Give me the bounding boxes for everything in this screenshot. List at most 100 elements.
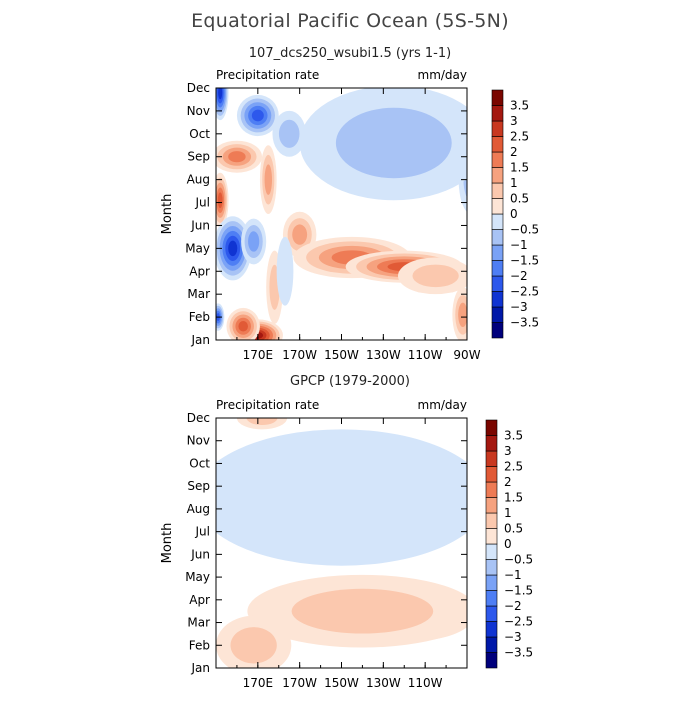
colorbar-label: 1.5 [504, 491, 523, 505]
colorbar-label: 1 [510, 176, 518, 190]
x-tick-label: 110W [408, 676, 443, 690]
y-tick-label: Apr [189, 593, 210, 607]
colorbar-box [485, 419, 498, 436]
y-tick-label: Mar [187, 287, 210, 301]
heatmap-field [216, 88, 467, 340]
y-tick-label: Oct [189, 456, 210, 470]
contour-feature-6-level-1 [216, 429, 467, 566]
colorbar-label: 0.5 [510, 192, 529, 206]
colorbar-label: −3 [510, 300, 528, 314]
x-tick-label: 90W [453, 348, 480, 362]
y-axis-label: Month [160, 523, 175, 564]
colorbar-box [485, 574, 498, 591]
colorbar-label: 0 [510, 207, 518, 221]
y-tick-label: Nov [187, 104, 210, 118]
y-tick-label: Jan [191, 333, 211, 347]
colorbar-box [491, 198, 504, 215]
contour-feature-1-level-5 [238, 321, 248, 332]
heatmap-field [216, 418, 467, 668]
colorbar-label: 3.5 [510, 99, 529, 113]
y-tick-label: Oct [189, 127, 210, 141]
colorbar-label: −0.5 [504, 553, 533, 567]
contour-feature-9-level-3 [458, 302, 467, 328]
colorbar-box [491, 275, 504, 292]
colorbar-box [491, 105, 504, 122]
colorbar-label: 0.5 [504, 522, 523, 536]
colorbar-box [485, 450, 498, 467]
variable-label: Precipitation rate [216, 68, 319, 82]
y-tick-label: Feb [189, 638, 210, 652]
y-tick-label: Aug [187, 502, 210, 516]
variable-label: Precipitation rate [216, 398, 319, 412]
colorbar-box [485, 590, 498, 607]
y-tick-label: Nov [187, 434, 210, 448]
contour-feature-19-level-2 [335, 107, 452, 179]
colorbar-label: 1 [504, 506, 512, 520]
colorbar-box [485, 636, 498, 653]
y-tick-label: May [185, 241, 210, 255]
y-axis-label: Month [160, 194, 175, 235]
contour-feature-3-level-2 [246, 418, 278, 425]
colorbar-box [485, 543, 498, 560]
y-tick-label: Apr [189, 264, 210, 278]
colorbar-label: −3.5 [504, 646, 533, 660]
units-label: mm/day [418, 398, 468, 412]
colorbar-label: −1 [504, 568, 522, 582]
y-tick-label: May [185, 570, 210, 584]
colorbar-label: 2 [510, 145, 518, 159]
y-tick-label: Sep [187, 150, 210, 164]
contour-feature-12-level-3 [248, 231, 260, 252]
x-tick-label: 110W [408, 348, 443, 362]
x-tick-label: 170E [243, 348, 274, 362]
colorbar-label: −0.5 [510, 223, 539, 237]
colorbar-box [491, 244, 504, 261]
colorbar-box [485, 621, 498, 638]
colorbar-label: −3.5 [510, 316, 539, 330]
y-tick-label: Jul [195, 196, 210, 210]
y-tick-label: Jan [191, 661, 211, 675]
colorbar-box [491, 213, 504, 230]
colorbar-label: −3 [504, 630, 522, 644]
contour-feature-2-level-5 [217, 192, 223, 209]
contour-feature-15-level-2 [278, 119, 300, 148]
colorbar-box [491, 291, 504, 308]
colorbar-label: −1 [510, 238, 528, 252]
contour-feature-4-level-3 [264, 164, 273, 195]
contour-feature-17-level-1 [276, 236, 294, 306]
colorbar-box [491, 89, 504, 106]
x-tick-label: 130W [366, 348, 401, 362]
colorbar-box [491, 120, 504, 137]
colorbar-label: −2.5 [504, 615, 533, 629]
contour-feature-11-level-6 [228, 240, 238, 257]
panel2-title: GPCP (1979-2000) [290, 374, 410, 389]
page-title: Equatorial Pacific Ocean (5S-5N) [191, 10, 509, 32]
units-label: mm/day [418, 68, 468, 82]
colorbar-label: −1.5 [510, 254, 539, 268]
colorbar-label: 2.5 [504, 460, 523, 474]
colorbar-box [485, 528, 498, 545]
colorbar-label: −1.5 [504, 584, 533, 598]
colorbar-box [485, 559, 498, 576]
colorbar-box [485, 466, 498, 483]
colorbar-box [491, 151, 504, 168]
contour-feature-14-level-6 [218, 88, 223, 100]
colorbar-box [485, 605, 498, 622]
colorbar-label: 0 [504, 537, 512, 551]
colorbar-box [491, 182, 504, 199]
contour-feature-2-level-2 [230, 627, 277, 664]
contour-feature-3-level-4 [228, 151, 246, 163]
colorbar-box [485, 512, 498, 529]
colorbar: 3.53 2.52 1.51 0.50 −0.5−1 −1.5−2 −2.5−3 −3.5 [491, 89, 539, 339]
y-tick-label: Jul [195, 525, 210, 539]
contour-feature-13-level-5 [251, 109, 264, 122]
contour-feature-5-level-3 [292, 224, 308, 245]
y-tick-label: Mar [187, 616, 210, 630]
colorbar-box [491, 260, 504, 277]
y-tick-label: Dec [187, 81, 210, 95]
x-tick-label: 170W [282, 348, 317, 362]
colorbar-box [491, 322, 504, 339]
panel-2: Precipitation rate mm/day Jan Feb Mar Apr May J… [160, 398, 533, 690]
colorbar-label: 2.5 [510, 130, 529, 144]
